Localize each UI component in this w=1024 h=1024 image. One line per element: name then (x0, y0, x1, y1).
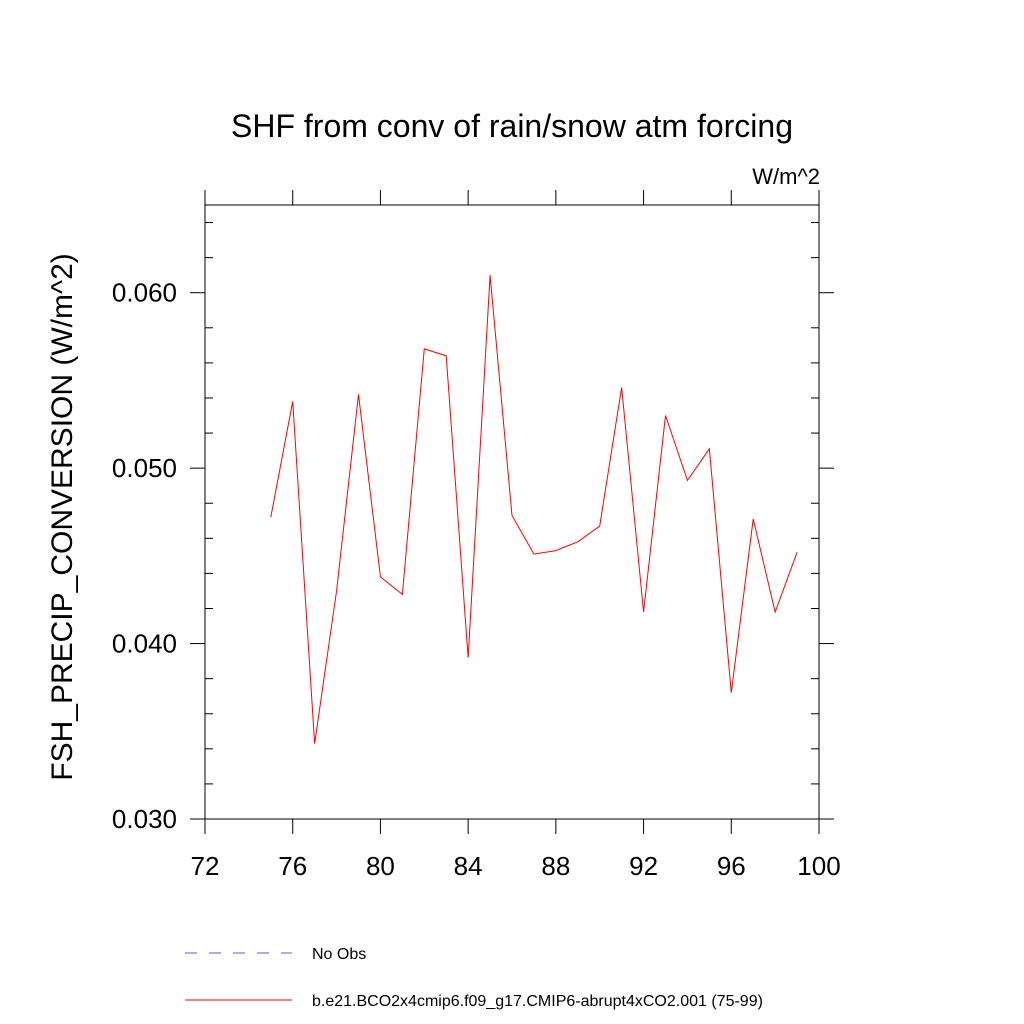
legend: No Obs b.e21.BCO2x4cmip6.f09_g17.CMIP6-a… (185, 946, 763, 1010)
chart-title: SHF from conv of rain/snow atm forcing (231, 108, 793, 144)
x-tick-label: 92 (629, 851, 658, 881)
legend-label-model-run: b.e21.BCO2x4cmip6.f09_g17.CMIP6-abrupt4x… (312, 993, 763, 1010)
plot-frame (204, 204, 820, 820)
x-tick-label: 88 (541, 851, 570, 881)
x-axis-ticks (204, 190, 820, 834)
x-tick-label: 80 (366, 851, 395, 881)
y-tick-label: 0.030 (112, 804, 177, 834)
units-label: W/m^2 (752, 164, 820, 189)
y-tick-label: 0.060 (112, 278, 177, 308)
y-axis-tick-labels: 0.030 0.040 0.050 0.060 (112, 278, 177, 834)
legend-label-no-obs: No Obs (312, 946, 366, 963)
y-axis-ticks (190, 222, 834, 820)
series-layer (270, 275, 798, 744)
x-tick-label: 100 (797, 851, 840, 881)
x-tick-label: 84 (454, 851, 483, 881)
y-tick-label: 0.040 (112, 629, 177, 659)
x-tick-label: 76 (278, 851, 307, 881)
y-axis-label: FSH_PRECIP_CONVERSION (W/m^2) (46, 253, 79, 780)
x-tick-label: 96 (717, 851, 746, 881)
x-tick-label: 72 (191, 851, 220, 881)
series-line-1 (270, 275, 798, 744)
x-axis-tick-labels: 72 76 80 84 88 92 96 100 (191, 851, 841, 881)
y-tick-label: 0.050 (112, 453, 177, 483)
